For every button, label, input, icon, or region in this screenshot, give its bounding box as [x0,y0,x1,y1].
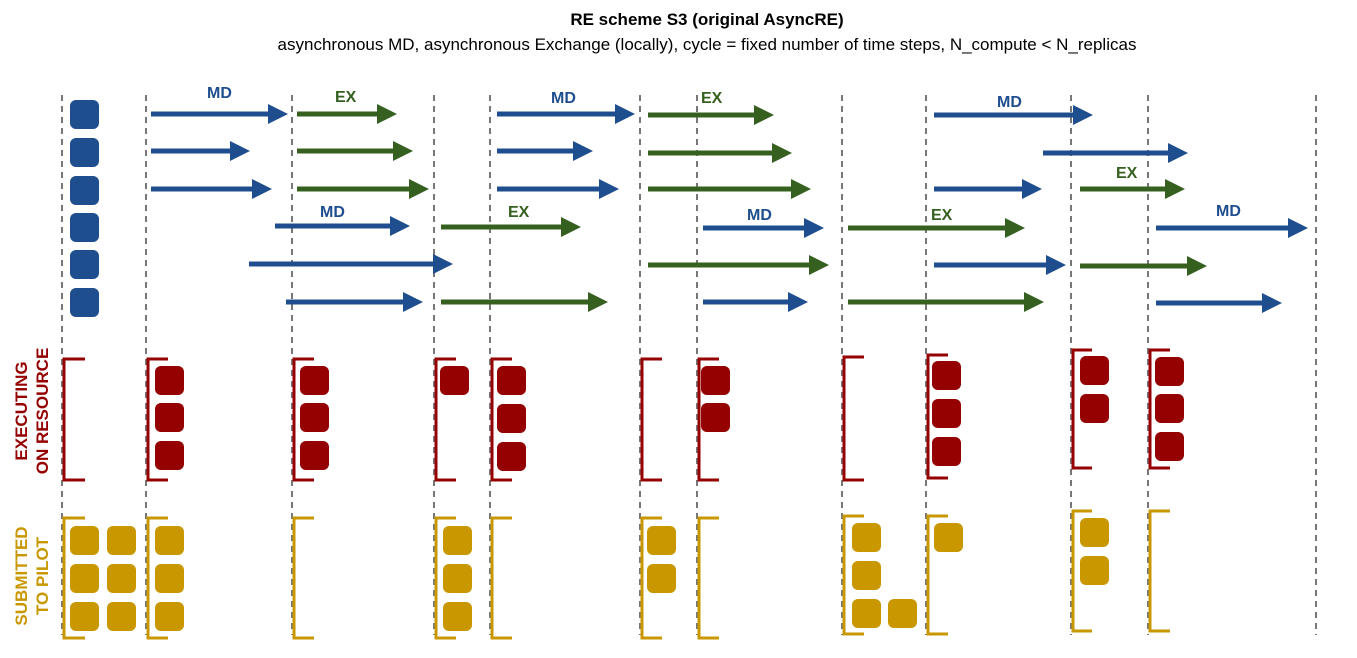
executing-square [1155,357,1184,386]
replica-square [70,100,99,129]
submitted-square [647,526,676,555]
ex-label: EX [335,89,357,106]
submitted-square [647,564,676,593]
md-label: MD [207,85,232,102]
executing-square [1080,356,1109,385]
replica-square [70,176,99,205]
submitted-square [888,599,917,628]
executing-bracket [642,359,662,480]
submitted-side-label: SUBMITTED TO PILOT [12,526,52,625]
executing-square [300,403,329,432]
executing-label-line2: ON RESOURCE [33,348,52,475]
executing-bracket [64,359,85,480]
submitted-brackets [64,511,1170,638]
executing-square [932,361,961,390]
replica-square [70,288,99,317]
submitted-square [155,526,184,555]
submitted-square [852,523,881,552]
md-label: MD [747,207,772,224]
executing-square [932,437,961,466]
executing-square [300,366,329,395]
ex-label: EX [1116,165,1138,182]
executing-square [155,403,184,432]
submitted-square [107,526,136,555]
submitted-square [107,602,136,631]
submitted-square [70,564,99,593]
executing-bracket [844,357,864,480]
submitted-square [934,523,963,552]
submitted-square [155,564,184,593]
replica-square [70,138,99,167]
submitted-bracket [294,518,314,638]
md-label: MD [551,90,576,107]
replica-square [70,250,99,279]
ex-label: EX [701,90,723,107]
md-label: MD [320,204,345,221]
submitted-bracket [492,518,512,638]
submitted-square [852,561,881,590]
submitted-square [443,602,472,631]
submitted-label-line2: TO PILOT [33,536,52,615]
executing-square [1155,432,1184,461]
executing-brackets [64,350,1170,480]
submitted-label-line1: SUBMITTED [12,526,31,625]
executing-side-label: EXECUTING ON RESOURCE [12,348,52,475]
md-label: MD [1216,203,1241,220]
executing-square [1155,394,1184,423]
replica-square [70,213,99,242]
executing-square [155,441,184,470]
executing-square [1080,394,1109,423]
executing-square [300,441,329,470]
executing-square [701,366,730,395]
executing-square [497,366,526,395]
submitted-square [1080,556,1109,585]
md-label: MD [997,94,1022,111]
executing-square [932,399,961,428]
submitted-square [1080,518,1109,547]
submitted-square [443,564,472,593]
executing-square [701,403,730,432]
submitted-square [70,602,99,631]
executing-square [497,442,526,471]
submitted-square [155,602,184,631]
executing-label-line1: EXECUTING [12,361,31,460]
submitted-squares [70,518,1109,631]
submitted-bracket [699,518,719,638]
executing-squares [155,356,1184,471]
executing-square [440,366,469,395]
replica-squares [70,100,99,317]
submitted-square [852,599,881,628]
ex-label: EX [931,207,953,224]
executing-square [497,404,526,433]
submitted-square [443,526,472,555]
executing-square [155,366,184,395]
ex-label: EX [508,204,530,221]
submitted-square [70,526,99,555]
submitted-square [107,564,136,593]
submitted-bracket [1150,511,1170,631]
